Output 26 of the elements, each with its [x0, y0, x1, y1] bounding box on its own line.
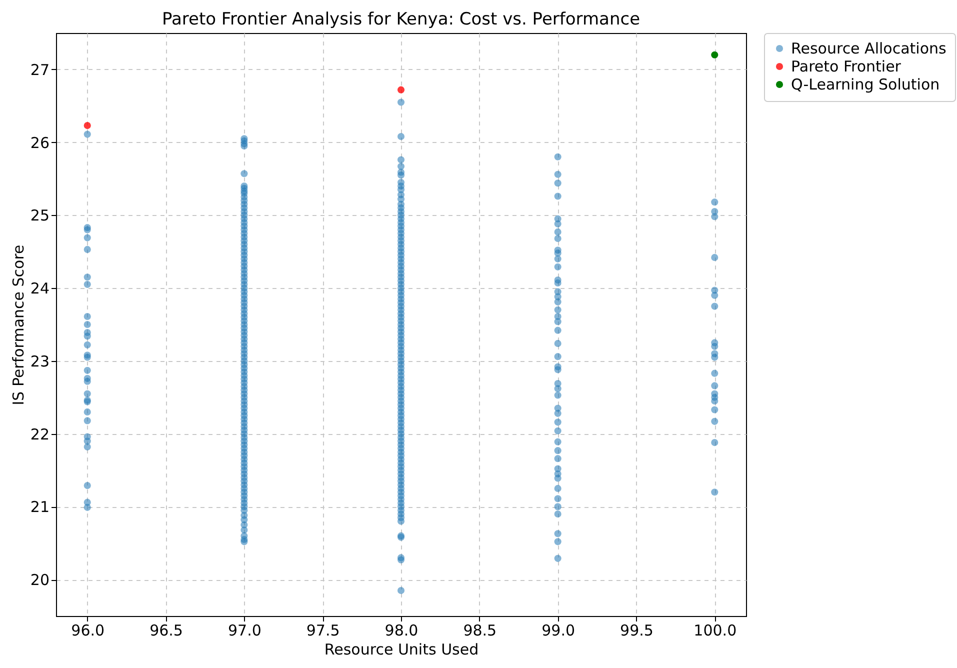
x-tick-label: 99.0 — [542, 622, 576, 640]
y-tick-label: 22 — [30, 425, 50, 444]
x-tick-label: 97.5 — [306, 622, 340, 640]
legend-label: Q-Learning Solution — [791, 76, 940, 94]
y-tick-label: 20 — [30, 571, 50, 590]
x-tick-label: 97.0 — [228, 622, 262, 640]
x-tick-label: 96.5 — [150, 622, 183, 640]
y-tick-label: 25 — [30, 206, 50, 225]
y-tick-label: 23 — [30, 352, 50, 370]
x-tick-label: 96.0 — [71, 622, 105, 640]
legend-label: Pareto Frontier — [791, 58, 902, 76]
point — [711, 51, 718, 58]
x-tick-label: 98.5 — [463, 622, 497, 640]
point — [84, 122, 91, 130]
chart-title: Pareto Frontier Analysis for Kenya: Cost vs. Performance — [162, 10, 640, 30]
legend-label: Resource Allocations — [791, 40, 946, 58]
y-tick-label: 27 — [30, 60, 50, 79]
y-tick-label: 26 — [30, 134, 50, 152]
x-tick-label: 99.5 — [620, 622, 654, 640]
y-tick-label: 24 — [30, 280, 50, 298]
y-tick-label: 21 — [30, 498, 50, 516]
x-tick-label: 100.0 — [694, 622, 737, 640]
x-axis-title: Resource Units Used — [324, 640, 479, 658]
point — [397, 86, 405, 94]
y-axis-title: IS Performance Score — [9, 244, 28, 406]
x-tick-label: 98.0 — [384, 622, 418, 640]
